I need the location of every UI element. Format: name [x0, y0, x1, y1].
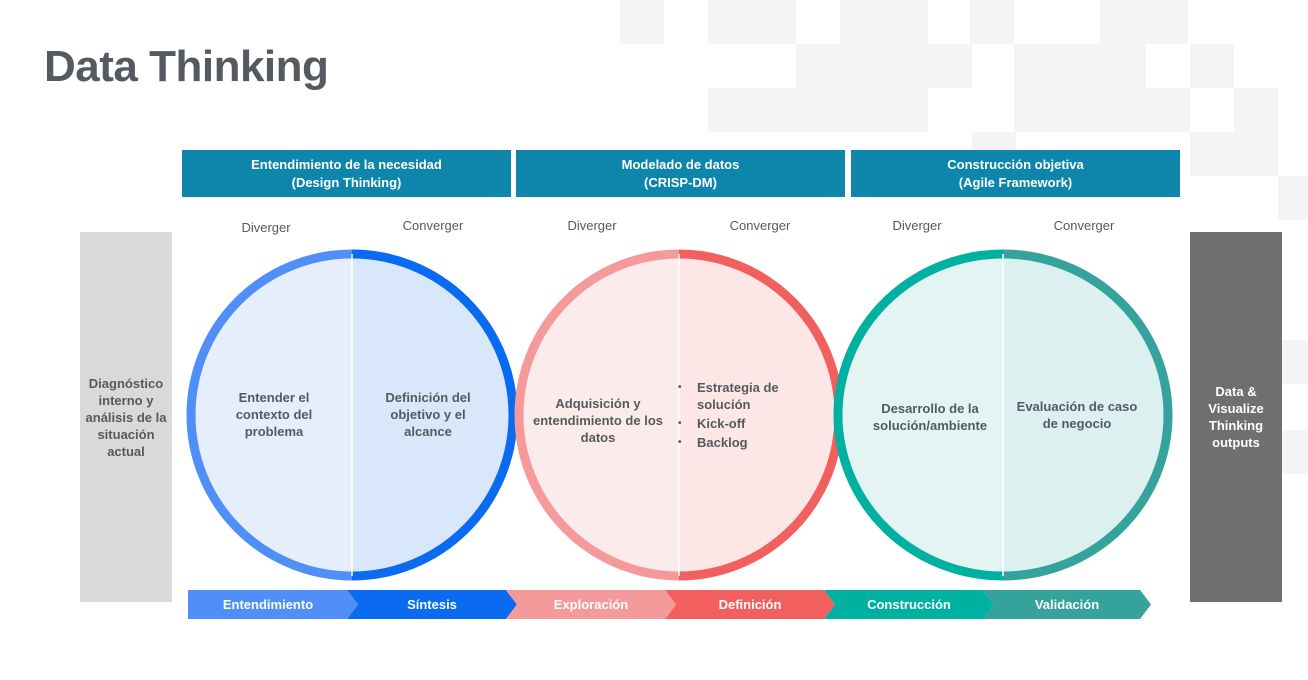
diverger-label: Diverger [892, 218, 942, 233]
step-validacion: Validación [983, 590, 1151, 619]
bullet-item: Backlog [676, 434, 826, 451]
phase-header-line2: (Design Thinking) [291, 174, 402, 190]
circle2-right-bullets: Estrategia de solución Kick-off Backlog [676, 379, 826, 453]
circle-arc-right [1002, 249, 1173, 581]
circle-half-left [519, 254, 679, 576]
phase-header-line1: Modelado de datos [621, 156, 740, 172]
bullet-item: Estrategia de solución [676, 379, 826, 413]
right-output-box: Data & Visualize Thinking outputs [1190, 232, 1282, 602]
circle-half-left [838, 254, 1003, 576]
circle-agile [833, 249, 1173, 581]
circle-arc-left [514, 249, 680, 581]
diverger-label: Diverger [567, 218, 617, 233]
step-label: Construcción [867, 597, 951, 612]
circle3-right-text: Evaluación de caso de negocio [1016, 399, 1138, 431]
converger-label: Converger [1053, 218, 1115, 233]
phase-header-line2: (Agile Framework) [958, 174, 1073, 190]
circle-arc-left [186, 249, 353, 581]
circle3-left-text: Desarrollo de la solución/ambiente [872, 401, 988, 433]
left-input-text: Diagnóstico interno y análisis de la sit… [85, 375, 167, 459]
phase-header-crisp-dm: Modelado de datos (CRISP-DM) [516, 150, 845, 197]
step-definicion: Definición [665, 590, 835, 619]
step-entendimiento: Entendimiento [188, 590, 358, 619]
step-label: Síntesis [407, 597, 457, 612]
step-exploracion: Exploración [506, 590, 676, 619]
diverger-label: Diverger [241, 220, 291, 235]
circle-half-left [191, 254, 352, 576]
right-output-text: Data & Visualize Thinking outputs [1208, 384, 1264, 450]
circle1-left-text: Entender el contexto del problema [235, 389, 313, 439]
circle-design-thinking [186, 249, 518, 581]
step-label: Exploración [553, 597, 629, 612]
converger-label: Converger [729, 218, 791, 233]
page-title: Data Thinking [44, 42, 329, 91]
circle-half-right [352, 254, 513, 576]
phase-header-design-thinking: Entendimiento de la necesidad (Design Th… [182, 150, 511, 197]
step-sintesis: Síntesis [347, 590, 517, 619]
step-label: Validación [1034, 597, 1100, 612]
circle-arc-right [351, 249, 518, 581]
bullet-item: Kick-off [676, 415, 826, 432]
converger-label: Converger [402, 218, 464, 233]
circle1-right-text: Definición del objetivo y el alcance [385, 389, 471, 439]
circle-half-right [1003, 254, 1168, 576]
step-label: Definición [718, 597, 782, 612]
circle2-left-text: Adquisición y entendimiento de los datos [532, 395, 663, 445]
phase-header-line2: (CRISP-DM) [644, 174, 717, 190]
step-label: Entendimiento [222, 597, 314, 612]
left-input-box: Diagnóstico interno y análisis de la sit… [80, 232, 172, 602]
circle-arc-left [833, 249, 1004, 581]
step-construccion: Construcción [824, 590, 994, 619]
phase-header-line1: Entendimiento de la necesidad [251, 156, 442, 172]
phase-header-line1: Construcción objetiva [947, 156, 1084, 172]
phase-header-agile: Construcción objetiva (Agile Framework) [851, 150, 1180, 197]
